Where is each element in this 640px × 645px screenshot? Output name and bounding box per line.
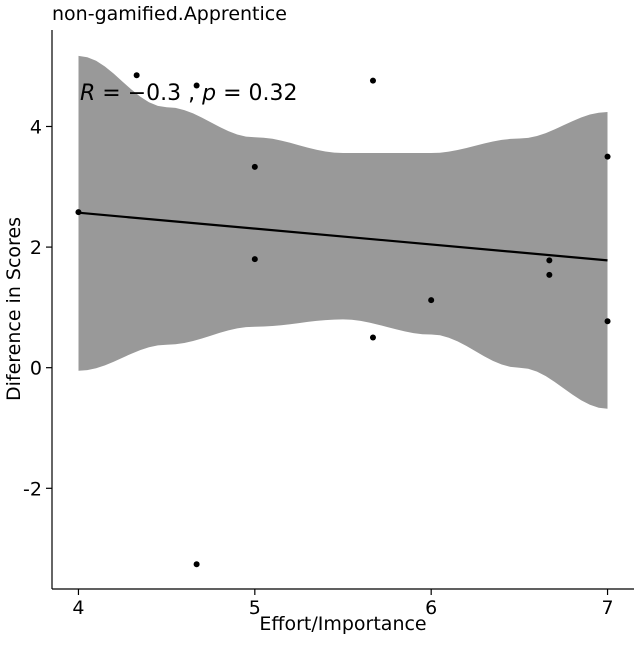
x-tick-label: 4 [72,597,84,619]
data-point [546,257,553,264]
confidence-band [78,55,608,409]
r-symbol: R [80,81,95,106]
data-point [369,77,376,84]
y-axis-title: Diference in Scores [3,217,25,401]
chart-title: non-gamified.Apprentice [52,3,287,25]
data-point [251,256,258,263]
y-tick-label: 4 [30,116,42,138]
data-point [133,72,140,79]
x-tick-label: 6 [425,597,437,619]
x-tick-label: 5 [249,597,261,619]
data-point [604,318,611,325]
data-point [604,153,611,160]
data-point [193,561,200,568]
p-symbol: p [201,81,216,106]
data-point [75,209,82,216]
data-point [428,297,435,304]
r-value: = −0.3 , [95,81,202,106]
y-tick-label: 0 [30,358,42,380]
y-tick-label: 2 [30,237,42,259]
regression-line [78,211,608,262]
data-point [251,163,258,170]
p-value: = 0.32 [216,81,297,106]
correlation-annotation: R = −0.3 , p = 0.32 [80,81,298,106]
data-point [369,334,376,341]
y-tick-label: -2 [23,478,42,500]
x-tick-label: 7 [601,597,613,619]
data-point [193,82,200,89]
x-axis-title: Effort/Importance [259,613,426,635]
data-point [546,271,553,278]
